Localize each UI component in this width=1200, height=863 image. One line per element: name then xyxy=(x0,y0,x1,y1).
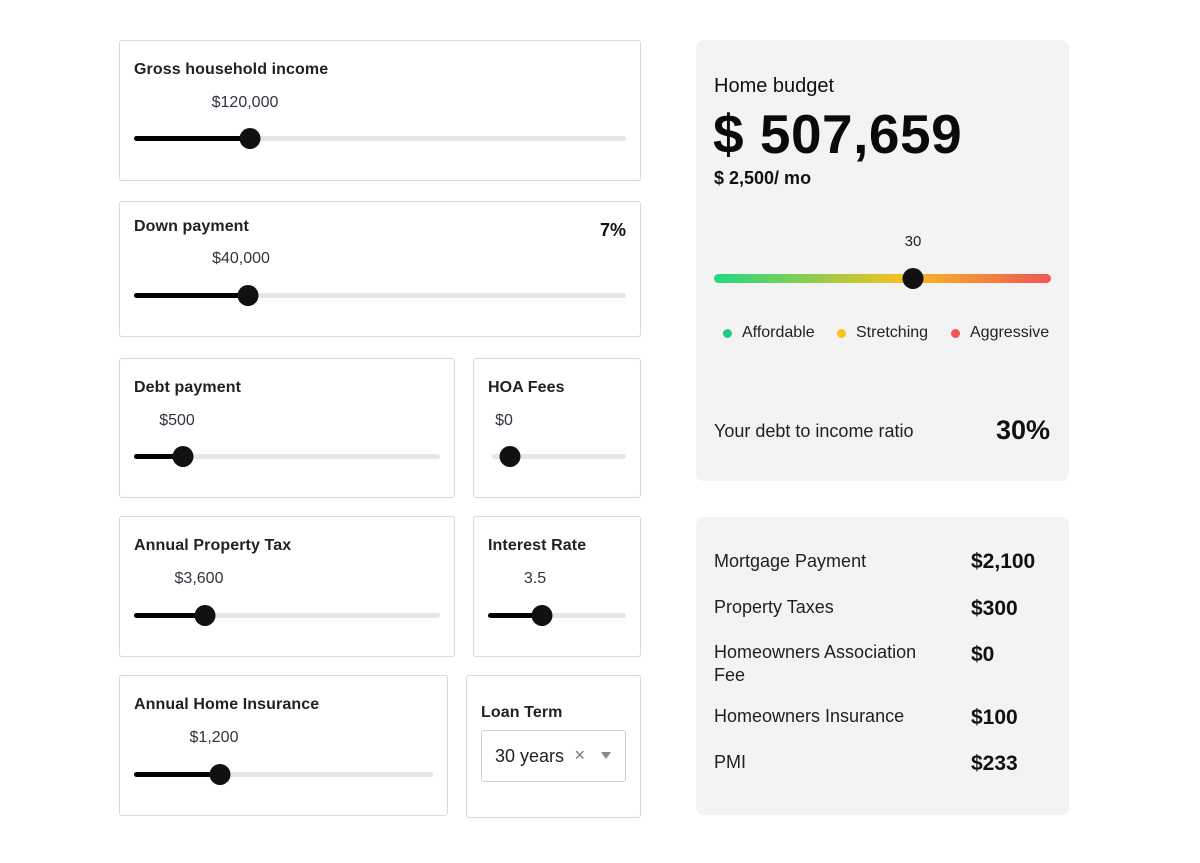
breakdown-value: $2,100 xyxy=(971,550,1036,573)
debt-payment-value: $500 xyxy=(159,412,195,429)
gross-income-slider-fill xyxy=(134,136,242,141)
debt-payment-card: Debt payment $500 xyxy=(119,358,455,498)
clear-icon[interactable]: × xyxy=(574,745,585,765)
debt-payment-slider[interactable] xyxy=(134,446,440,467)
aggressive-dot-icon xyxy=(951,328,960,338)
dti-slider-value: 30 xyxy=(904,233,922,250)
down-payment-percent: 7% xyxy=(599,220,626,240)
monthly-payment: $ 2,500/ mo xyxy=(714,168,812,188)
interest-rate-slider-fill xyxy=(488,613,534,618)
legend-aggressive: Aggressive xyxy=(951,324,1049,342)
legend-stretching-label: Stretching xyxy=(856,324,929,341)
dti-slider-thumb[interactable] xyxy=(902,268,924,289)
legend-affordable: Affordable xyxy=(723,324,815,342)
property-tax-value: $3,600 xyxy=(174,570,224,587)
home-budget-panel: Home budget $ 507,659 $ 2,500/ mo 30 Aff… xyxy=(696,40,1069,481)
dti-slider[interactable] xyxy=(714,268,1051,289)
down-payment-value: $40,000 xyxy=(212,250,270,267)
gross-income-value: $120,000 xyxy=(211,94,279,111)
property-tax-slider[interactable] xyxy=(134,605,440,626)
breakdown-label: Property Taxes xyxy=(714,597,834,617)
dti-value: 30% xyxy=(995,415,1050,445)
interest-rate-slider-thumb[interactable] xyxy=(531,605,553,626)
down-payment-label: Down payment xyxy=(134,218,249,235)
home-insurance-slider-fill xyxy=(134,772,212,777)
stretching-dot-icon xyxy=(837,328,846,338)
home-insurance-value: $1,200 xyxy=(189,729,239,746)
interest-rate-card: Interest Rate 3.5 xyxy=(473,516,641,657)
loan-term-card: Loan Term 30 years × xyxy=(466,675,641,818)
down-payment-card: Down payment 7% $40,000 xyxy=(119,201,641,337)
hoa-fees-label: HOA Fees xyxy=(488,379,565,396)
dti-label: Your debt to income ratio xyxy=(714,421,914,441)
legend-affordable-label: Affordable xyxy=(742,324,815,341)
home-insurance-label: Annual Home Insurance xyxy=(134,696,320,713)
property-tax-label: Annual Property Tax xyxy=(134,537,292,554)
interest-rate-value: 3.5 xyxy=(523,570,547,587)
debt-payment-slider-thumb[interactable] xyxy=(172,446,194,467)
debt-payment-slider-fill xyxy=(134,454,175,459)
home-insurance-slider-thumb[interactable] xyxy=(209,764,231,785)
gross-income-slider-thumb[interactable] xyxy=(239,128,261,149)
dti-legend: Affordable Stretching Aggressive xyxy=(696,324,1069,344)
loan-term-selected-value: 30 years xyxy=(495,746,565,766)
loan-term-label: Loan Term xyxy=(481,704,563,721)
legend-stretching: Stretching xyxy=(837,324,928,342)
hoa-fees-slider[interactable] xyxy=(492,446,626,467)
down-payment-slider[interactable] xyxy=(134,285,626,306)
chevron-down-icon[interactable] xyxy=(601,752,611,759)
legend-aggressive-label: Aggressive xyxy=(970,324,1050,341)
breakdown-label: Homeowners Insurance xyxy=(714,706,905,726)
debt-payment-label: Debt payment xyxy=(134,379,241,396)
breakdown-label: Homeowners Association Fee xyxy=(714,642,917,685)
affordable-dot-icon xyxy=(723,328,732,338)
home-budget-title: Home budget xyxy=(714,75,835,97)
gross-income-label: Gross household income xyxy=(134,61,329,78)
hoa-fees-value: $0 xyxy=(495,412,513,429)
home-insurance-card: Annual Home Insurance $1,200 xyxy=(119,675,448,816)
down-payment-slider-thumb[interactable] xyxy=(237,285,259,306)
breakdown-value: $100 xyxy=(971,706,1018,729)
gross-income-slider[interactable] xyxy=(134,128,626,149)
gross-income-card: Gross household income $120,000 xyxy=(119,40,641,181)
home-budget-amount: $ 507,659 xyxy=(713,103,963,165)
property-tax-slider-fill xyxy=(134,613,197,618)
down-payment-slider-fill xyxy=(134,293,240,298)
payment-breakdown-panel: Mortgage Payment $2,100 Property Taxes $… xyxy=(696,517,1069,815)
breakdown-label: PMI xyxy=(714,752,747,772)
loan-term-select[interactable]: 30 years × xyxy=(481,730,626,782)
interest-rate-label: Interest Rate xyxy=(488,537,587,554)
hoa-fees-card: HOA Fees $0 xyxy=(473,358,641,498)
property-tax-card: Annual Property Tax $3,600 xyxy=(119,516,455,657)
interest-rate-slider[interactable] xyxy=(488,605,626,626)
breakdown-value: $233 xyxy=(971,752,1018,775)
property-tax-slider-thumb[interactable] xyxy=(194,605,216,626)
home-insurance-slider[interactable] xyxy=(134,764,433,785)
hoa-fees-slider-thumb[interactable] xyxy=(499,446,521,467)
breakdown-value: $0 xyxy=(971,643,995,666)
breakdown-label: Mortgage Payment xyxy=(714,551,867,571)
breakdown-value: $300 xyxy=(971,597,1018,620)
